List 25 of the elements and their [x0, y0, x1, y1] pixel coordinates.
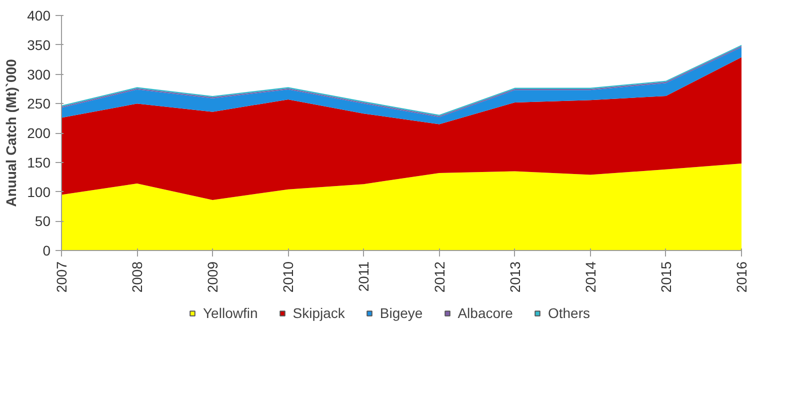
y-tick-label: 250: [27, 96, 51, 112]
x-tick-label: 2013: [506, 261, 523, 293]
legend-label: Others: [548, 305, 590, 321]
x-tick-label: 2011: [356, 261, 372, 292]
y-tick-label: 350: [27, 36, 51, 53]
y-tick-label: 150: [27, 154, 51, 170]
legend-label: Skipjack: [292, 305, 345, 321]
legend-label: Bigeye: [380, 305, 423, 321]
y-tick-label: 50: [34, 213, 51, 230]
x-tick-label: 2008: [129, 261, 146, 293]
x-tick-label: 2016: [734, 261, 750, 293]
x-tick-label: 2015: [658, 261, 674, 293]
y-tick-label: 100: [27, 184, 51, 200]
x-tick-label: 2010: [280, 261, 296, 293]
x-tick-label: 2007: [54, 261, 70, 293]
y-tick-label: 400: [27, 8, 51, 24]
legend-label: Albacore: [458, 305, 513, 321]
y-tick-label: 300: [27, 66, 51, 82]
legend-label: Yellowfin: [203, 305, 258, 321]
x-tick-label: 2012: [431, 261, 448, 293]
x-tick-label: 2014: [582, 261, 598, 293]
y-axis-title: Anuual Catch (Mt)`000: [3, 58, 20, 207]
x-tick-label: 2009: [204, 261, 221, 293]
y-tick-label: 200: [27, 125, 51, 141]
y-tick-label: 0: [42, 242, 51, 258]
